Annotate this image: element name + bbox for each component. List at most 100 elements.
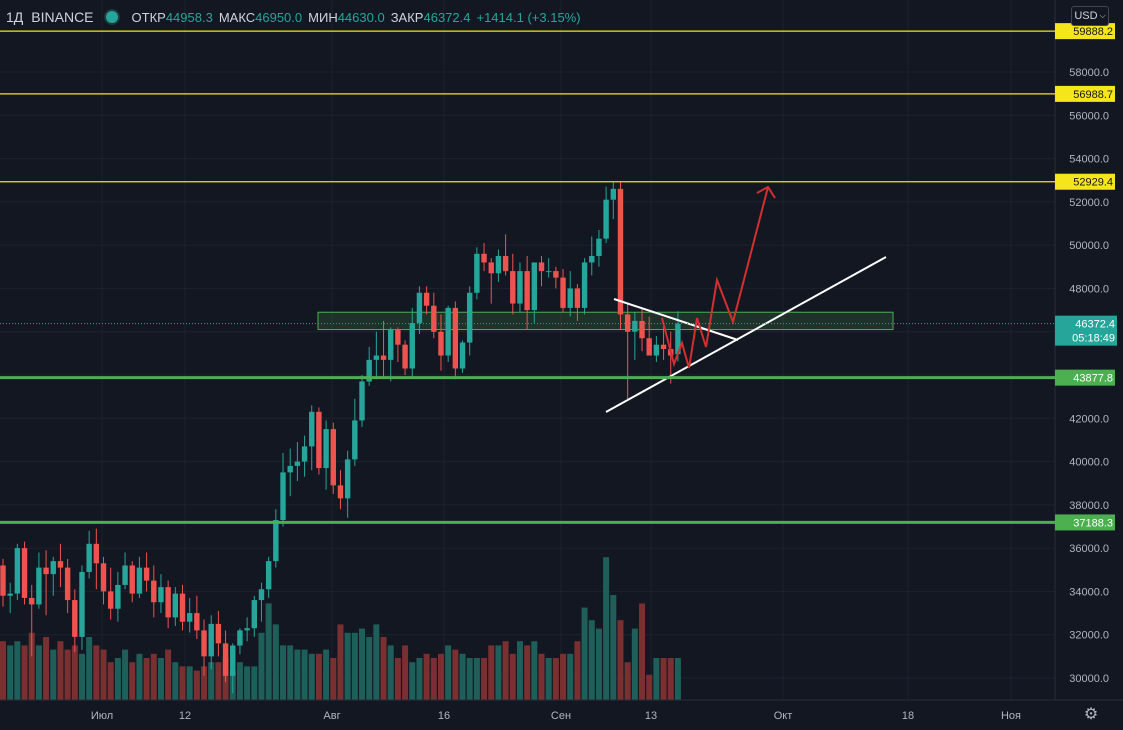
candle-body[interactable]: [617, 188, 624, 315]
candle-body[interactable]: [553, 271, 559, 278]
candle-body[interactable]: [143, 567, 150, 581]
drawings[interactable]: [605, 185, 887, 413]
projection-path[interactable]: [661, 186, 769, 369]
candle-body[interactable]: [230, 645, 236, 676]
horizontal-levels[interactable]: 59888.2 56988.7 52929.4 43877.8 37188.3 46372…: [0, 23, 1117, 531]
candle-body[interactable]: [244, 628, 250, 631]
candle-body[interactable]: [423, 292, 430, 306]
candle-body[interactable]: [208, 623, 214, 657]
candle-body[interactable]: [337, 485, 344, 499]
candle-body[interactable]: [258, 589, 265, 601]
candle-body[interactable]: [237, 630, 243, 646]
candle-body[interactable]: [380, 355, 387, 360]
candle-body[interactable]: [510, 271, 516, 304]
candle-body[interactable]: [57, 561, 64, 568]
candle-body[interactable]: [151, 580, 157, 603]
candle-body[interactable]: [43, 567, 49, 575]
candle-body[interactable]: [388, 329, 394, 360]
candle-body[interactable]: [50, 561, 56, 575]
candle-body[interactable]: [158, 587, 164, 603]
candle-body[interactable]: [136, 567, 143, 594]
candle-body[interactable]: [402, 344, 408, 369]
candle-body[interactable]: [108, 591, 114, 609]
candle-body[interactable]: [589, 255, 595, 263]
candle-body[interactable]: [273, 520, 279, 562]
candle-body[interactable]: [581, 262, 588, 308]
candle-body[interactable]: [603, 199, 609, 239]
candle-body[interactable]: [36, 567, 42, 605]
candle-body[interactable]: [438, 331, 444, 356]
candle-body[interactable]: [330, 429, 336, 486]
candle-body[interactable]: [675, 323, 681, 355]
candle-body[interactable]: [431, 305, 437, 332]
candle-body[interactable]: [79, 571, 85, 637]
candle-body[interactable]: [495, 255, 502, 274]
candle-body[interactable]: [567, 288, 573, 308]
candle-body[interactable]: [653, 344, 660, 356]
candle-body[interactable]: [545, 271, 552, 273]
candle-body[interactable]: [194, 613, 200, 631]
candle-body[interactable]: [201, 630, 207, 657]
candle-body[interactable]: [502, 255, 509, 272]
candle-body[interactable]: [560, 277, 566, 308]
gear-icon[interactable]: ⚙: [1083, 706, 1099, 723]
candle-body[interactable]: [309, 411, 315, 447]
candle-body[interactable]: [64, 567, 71, 601]
candle-body[interactable]: [632, 320, 638, 332]
candle-body[interactable]: [610, 188, 616, 200]
candle-body[interactable]: [352, 420, 358, 460]
candle-body[interactable]: [474, 253, 480, 293]
candle-body[interactable]: [251, 600, 257, 629]
candle-body[interactable]: [481, 253, 487, 263]
candle-body[interactable]: [72, 600, 78, 637]
candle-body[interactable]: [445, 307, 451, 356]
candle-body[interactable]: [488, 262, 494, 274]
interval-label[interactable]: 1Д: [6, 9, 24, 25]
candle-body[interactable]: [452, 307, 459, 369]
candle-body[interactable]: [660, 344, 667, 350]
candle-body[interactable]: [29, 597, 35, 605]
candle-body[interactable]: [459, 342, 466, 369]
candle-body[interactable]: [122, 565, 128, 585]
candle-body[interactable]: [280, 472, 286, 521]
candle-body[interactable]: [524, 271, 530, 311]
candle-body[interactable]: [639, 320, 645, 339]
support-zone-rect[interactable]: [317, 311, 894, 331]
candle-body[interactable]: [517, 271, 523, 304]
candle-body[interactable]: [93, 543, 100, 564]
price-axis[interactable]: 30000.0 32000.0 34000.0 36000.0 38000.0 40000…: [1054, 0, 1123, 700]
candle-body[interactable]: [287, 465, 293, 473]
candle-body[interactable]: [373, 355, 380, 360]
candle-body[interactable]: [86, 543, 92, 572]
candle-body[interactable]: [646, 338, 652, 356]
candle-body[interactable]: [294, 461, 301, 466]
candle-body[interactable]: [323, 429, 329, 469]
candle-body[interactable]: [359, 381, 365, 421]
candle-body[interactable]: [344, 459, 351, 499]
candle-body[interactable]: [222, 643, 229, 676]
candle-body[interactable]: [596, 238, 602, 256]
candle-body[interactable]: [165, 587, 171, 618]
candle-body[interactable]: [186, 613, 193, 622]
candle-body[interactable]: [409, 323, 415, 369]
candle-body[interactable]: [301, 446, 308, 462]
candle-body[interactable]: [21, 548, 28, 598]
candle-body[interactable]: [538, 262, 545, 272]
candle-body[interactable]: [172, 593, 179, 618]
candle-body[interactable]: [416, 292, 423, 324]
candle-body[interactable]: [316, 411, 322, 469]
currency-selector[interactable]: USD ⌵: [1071, 6, 1109, 26]
candlesticks[interactable]: [0, 182, 681, 694]
candle-body[interactable]: [531, 262, 538, 311]
candle-body[interactable]: [0, 565, 6, 596]
candle-body[interactable]: [215, 623, 222, 644]
candle-body[interactable]: [395, 329, 401, 345]
candle-body[interactable]: [624, 314, 631, 332]
support-zone[interactable]: [317, 311, 894, 331]
candle-body[interactable]: [7, 593, 13, 596]
candle-body[interactable]: [179, 593, 186, 622]
candle-body[interactable]: [129, 565, 135, 594]
candle-body[interactable]: [574, 288, 581, 308]
candle-body[interactable]: [100, 563, 107, 592]
